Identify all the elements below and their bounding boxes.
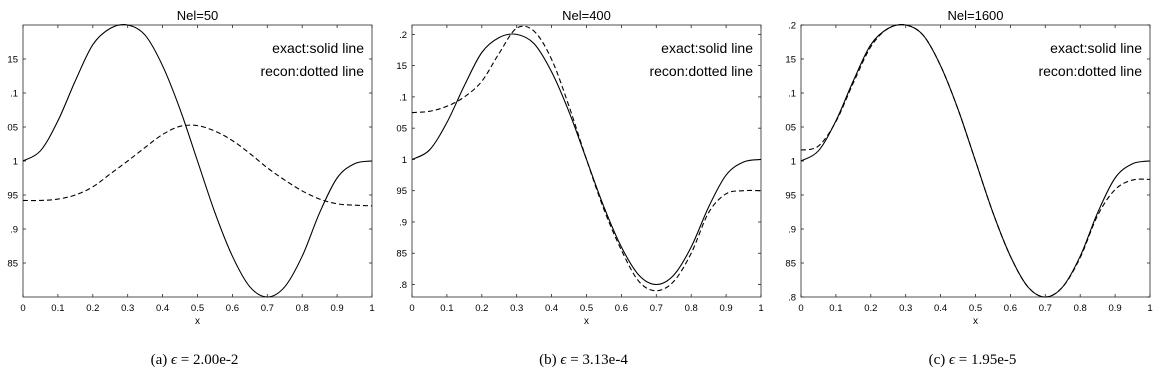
chart-svg: Nel=50 0 0.1 0.2 0.3 0.4 0.5 0.6 0.7 0.8 0.9 1 85 .9 9… — [7, 8, 374, 327]
y-tick-label: .8 — [788, 293, 796, 304]
exact-curve — [411, 33, 762, 286]
y-tick-label: 15 — [7, 55, 18, 66]
y-tick-label: 85 — [785, 259, 796, 270]
x-tick-label: 0.4 — [934, 303, 947, 314]
x-tick-label: 0.4 — [545, 303, 558, 314]
x-tick-label: 0.7 — [650, 303, 663, 314]
x-axis-label: x — [195, 316, 200, 327]
y-tick-label: .8 — [399, 280, 407, 291]
x-tick-label: 0.1 — [829, 303, 842, 314]
epsilon-symbol: ϵ — [170, 352, 178, 368]
y-tick-label: .9 — [788, 225, 796, 236]
recon-curve — [800, 23, 1151, 298]
y-tick-label: 1 — [791, 157, 796, 168]
x-tick-label: 1 — [1147, 303, 1152, 314]
x-axis-label: x — [584, 316, 589, 327]
epsilon-symbol: ϵ — [560, 352, 567, 368]
x-tick-label: 0.9 — [1108, 303, 1121, 314]
x-tick-label: 0.2 — [86, 303, 99, 314]
x-tick-label: 0.2 — [864, 303, 877, 314]
legend-entry: recon:dotted line — [260, 63, 364, 79]
epsilon-symbol: ϵ — [948, 352, 956, 368]
caption: (a) ϵ = 2.00e-2 — [0, 352, 389, 369]
x-tick-label: 0 — [20, 303, 25, 314]
recon-curve — [411, 25, 762, 292]
caption-label: (b) — [539, 352, 557, 368]
legend-entry: exact:solid line — [1050, 40, 1142, 56]
y-tick-label: .9 — [399, 217, 407, 228]
y-tick-label: .9 — [10, 225, 18, 236]
y-tick-label: 85 — [7, 259, 18, 270]
caption-value: = 2.00e-2 — [180, 352, 239, 368]
y-tick-label: .1 — [399, 92, 407, 103]
x-tick-label: 0.3 — [121, 303, 134, 314]
chart-svg: Nel=1600 0 0.1 0.2 0.3 0.4 0.5 0.6 0.7 0.8 0.9 1 .8 8… — [785, 8, 1152, 327]
x-tick-label: 1 — [758, 303, 763, 314]
x-tick-label: 0.6 — [226, 303, 239, 314]
caption-value: = 1.95e-5 — [958, 352, 1017, 368]
x-tick-label: 0.2 — [475, 303, 488, 314]
y-tick-label: 05 — [7, 123, 18, 134]
chart-panel-nel-1600: Nel=1600 0 0.1 0.2 0.3 0.4 0.5 0.6 0.7 0.8 0.9 1 .8 8… — [778, 0, 1167, 389]
y-tick-label: 05 — [396, 124, 407, 135]
legend-entry: recon:dotted line — [1038, 63, 1142, 79]
caption: (c) ϵ = 1.95e-5 — [778, 352, 1167, 369]
caption-label: (a) — [150, 352, 168, 368]
caption: (b) ϵ = 3.13e-4 — [389, 352, 778, 369]
caption-label: (c) — [928, 352, 946, 368]
y-tick-label: 95 — [7, 191, 18, 202]
x-tick-label: 0.5 — [191, 303, 204, 314]
x-tick-label: 0.1 — [440, 303, 453, 314]
chart-svg: Nel=400 0 0.1 0.2 0.3 0.4 0.5 0.6 0.7 0.8 0.9 1 .8 85… — [396, 8, 763, 327]
x-tick-label: 0.9 — [719, 303, 732, 314]
x-tick-label: 0.6 — [1004, 303, 1017, 314]
x-tick-label: 0.8 — [1074, 303, 1087, 314]
chart-panel-nel-50: Nel=50 0 0.1 0.2 0.3 0.4 0.5 0.6 0.7 0.8 0.9 1 85 .9 9… — [0, 0, 389, 389]
legend-entry: exact:solid line — [272, 40, 364, 56]
x-tick-label: 0.8 — [296, 303, 309, 314]
y-tick-label: .2 — [788, 21, 796, 32]
recon-curve — [22, 124, 373, 207]
x-tick-label: 0.4 — [156, 303, 169, 314]
x-tick-label: 0.3 — [899, 303, 912, 314]
y-tick-label: 15 — [785, 55, 796, 66]
y-tick-label: 15 — [396, 61, 407, 72]
y-tick-label: 1 — [13, 157, 18, 168]
x-tick-label: 0.7 — [1039, 303, 1052, 314]
y-tick-label: 1 — [402, 155, 407, 166]
x-tick-label: 0.7 — [261, 303, 274, 314]
x-tick-label: 0.3 — [510, 303, 523, 314]
legend-entry: exact:solid line — [661, 40, 753, 56]
x-tick-label: 0.8 — [685, 303, 698, 314]
y-tick-label: .1 — [10, 89, 18, 100]
x-tick-label: 0.6 — [615, 303, 628, 314]
chart-title: Nel=400 — [562, 8, 611, 23]
exact-curve — [22, 24, 373, 298]
caption-value: = 3.13e-4 — [570, 352, 628, 368]
y-tick-label: .1 — [788, 89, 796, 100]
y-tick-label: 95 — [396, 186, 407, 197]
x-axis-label: x — [973, 316, 978, 327]
x-tick-label: 0.5 — [580, 303, 593, 314]
y-tick-label: .2 — [399, 30, 407, 41]
legend-entry: recon:dotted line — [649, 63, 753, 79]
x-tick-label: 0 — [798, 303, 803, 314]
y-tick-label: 85 — [396, 249, 407, 260]
x-tick-label: 0.1 — [51, 303, 64, 314]
x-tick-label: 1 — [369, 303, 374, 314]
chart-panel-nel-400: Nel=400 0 0.1 0.2 0.3 0.4 0.5 0.6 0.7 0.8 0.9 1 .8 85… — [389, 0, 778, 389]
y-tick-label: 05 — [785, 123, 796, 134]
x-tick-label: 0 — [409, 303, 414, 314]
chart-title: Nel=1600 — [947, 8, 1003, 23]
x-tick-label: 0.5 — [969, 303, 982, 314]
y-tick-label: 95 — [785, 191, 796, 202]
x-tick-label: 0.9 — [330, 303, 343, 314]
chart-title: Nel=50 — [177, 8, 219, 23]
